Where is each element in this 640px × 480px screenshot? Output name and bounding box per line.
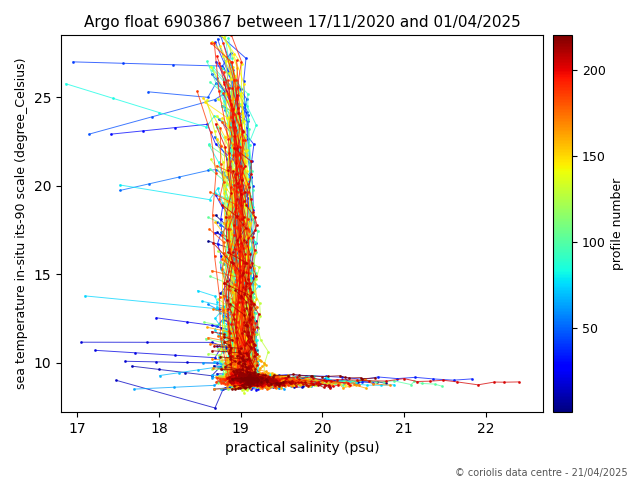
- Text: © coriolis data centre - 21/04/2025: © coriolis data centre - 21/04/2025: [454, 468, 627, 478]
- X-axis label: practical salinity (psu): practical salinity (psu): [225, 442, 380, 456]
- Y-axis label: profile number: profile number: [611, 178, 625, 270]
- Y-axis label: sea temperature in-situ its-90 scale (degree_Celsius): sea temperature in-situ its-90 scale (de…: [15, 58, 28, 389]
- Title: Argo float 6903867 between 17/11/2020 and 01/04/2025: Argo float 6903867 between 17/11/2020 an…: [84, 15, 520, 30]
